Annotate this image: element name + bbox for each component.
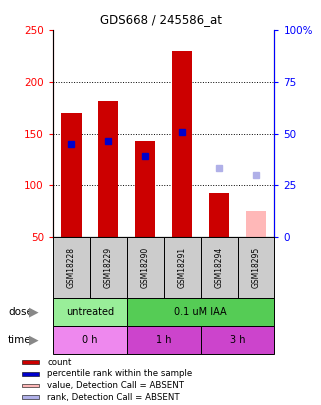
Bar [22,360,39,364]
Text: GSM18295: GSM18295 [251,247,261,288]
Bar [127,326,201,354]
Bar [201,326,274,354]
Bar [238,237,274,298]
Bar [201,237,238,298]
Text: GSM18291: GSM18291 [178,247,187,288]
Bar [22,384,39,387]
Text: ▶: ▶ [29,334,39,347]
Text: dose: dose [8,307,33,317]
Bar [98,100,118,237]
Bar [90,237,127,298]
Text: GSM18229: GSM18229 [104,247,113,288]
Bar [172,51,192,237]
Bar [127,237,164,298]
Text: ▶: ▶ [29,305,39,318]
Text: 0 h: 0 h [82,335,98,345]
Text: GSM18290: GSM18290 [141,247,150,288]
Text: GSM18294: GSM18294 [214,247,224,288]
Text: 1 h: 1 h [156,335,171,345]
Bar [22,395,39,399]
Text: time: time [8,335,32,345]
Bar [22,372,39,376]
Text: percentile rank within the sample: percentile rank within the sample [47,369,193,378]
Bar [127,298,274,326]
Text: value, Detection Call = ABSENT: value, Detection Call = ABSENT [47,381,184,390]
Bar [53,298,127,326]
Bar [135,141,155,237]
Text: 0.1 uM IAA: 0.1 uM IAA [174,307,227,317]
Text: 3 h: 3 h [230,335,245,345]
Text: untreated: untreated [66,307,114,317]
Text: rank, Detection Call = ABSENT: rank, Detection Call = ABSENT [47,393,180,402]
Text: GSM18228: GSM18228 [67,247,76,288]
Bar [209,192,229,237]
Bar [246,211,266,237]
Bar [61,113,82,237]
Text: count: count [47,358,72,367]
Bar [53,237,90,298]
Bar [53,326,127,354]
Bar [164,237,201,298]
Text: GDS668 / 245586_at: GDS668 / 245586_at [100,13,221,26]
